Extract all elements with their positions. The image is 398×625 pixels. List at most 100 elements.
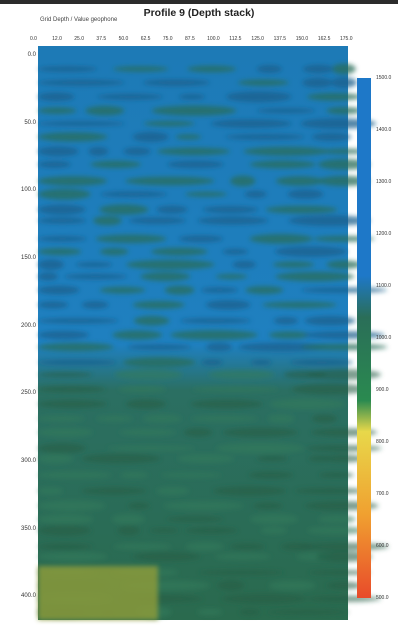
heatmap-band — [185, 191, 228, 197]
heatmap-band — [37, 552, 108, 562]
heatmap-band — [304, 316, 356, 326]
heatmap-band — [38, 428, 94, 437]
heatmap-band — [38, 66, 98, 72]
heatmap-band — [119, 429, 177, 436]
x-tick-label: 100.0 — [207, 36, 220, 42]
heatmap-band — [38, 525, 91, 536]
colorbar — [357, 78, 371, 598]
heatmap-band — [177, 454, 235, 464]
heatmap-band — [323, 454, 365, 463]
chart-title: Profile 9 (Depth stack) — [143, 8, 255, 19]
heatmap-band — [205, 342, 233, 352]
heatmap-band — [210, 119, 292, 128]
heatmap-band — [192, 386, 279, 392]
heatmap-band — [225, 133, 305, 140]
colorbar-tick-label: 500.0 — [376, 595, 389, 601]
heatmap-band — [232, 260, 257, 269]
heatmap-band — [37, 385, 106, 393]
heatmap-band — [38, 121, 125, 127]
heatmap-band — [217, 580, 245, 591]
heatmap-band — [272, 261, 315, 268]
heatmap-band — [303, 331, 385, 339]
heatmap-band — [302, 77, 333, 88]
heatmap-band — [306, 526, 365, 535]
heatmap-band — [166, 516, 224, 522]
heatmap-band — [112, 330, 163, 340]
heatmap-band — [113, 543, 172, 550]
heatmap-band — [256, 455, 288, 462]
heatmap-band — [97, 93, 163, 100]
heatmap-band — [260, 527, 288, 534]
heatmap-band — [215, 442, 305, 454]
heatmap-band — [237, 79, 289, 86]
heatmap-band — [244, 190, 267, 198]
heatmap-band — [205, 300, 251, 310]
y-tick-label: 300.0 — [20, 458, 36, 465]
heatmap-band — [239, 608, 261, 616]
heatmap-band — [198, 569, 285, 576]
x-tick-label: 175.0 — [340, 36, 353, 42]
heatmap-band — [179, 317, 251, 324]
heatmap-band — [326, 106, 362, 115]
heatmap-band — [81, 487, 147, 495]
heatmap-band — [222, 427, 298, 438]
heatmap-band — [262, 301, 337, 309]
heatmap-band — [38, 330, 90, 340]
heatmap-band — [38, 399, 108, 409]
heatmap-band — [190, 399, 263, 409]
colorbar-tick-label: 900.0 — [376, 387, 389, 393]
heatmap-band — [256, 108, 316, 114]
heatmap-band — [230, 543, 266, 550]
heatmap-band — [311, 132, 352, 141]
x-tick-label: 125.0 — [251, 36, 264, 42]
heatmap-band — [38, 248, 82, 256]
heatmap-band — [307, 93, 362, 101]
x-tick-label: 137.5 — [273, 36, 287, 42]
heatmap-band — [250, 514, 299, 525]
heatmap-band — [111, 514, 145, 525]
colorbar-tick-label: 1100.0 — [376, 283, 391, 289]
heatmap-band — [248, 471, 294, 479]
colorbar-tick-label: 1200.0 — [376, 231, 392, 237]
heatmap-band — [75, 261, 113, 268]
heatmap-band — [38, 188, 91, 200]
heatmap-band — [308, 455, 329, 462]
heatmap-band — [275, 176, 324, 186]
colorbar-tick-label: 800.0 — [376, 439, 389, 445]
heatmap-band — [117, 525, 140, 536]
heatmap-band — [184, 527, 238, 534]
heatmap-band — [274, 246, 348, 257]
heatmap-band — [197, 216, 269, 225]
heatmap-band — [156, 486, 190, 495]
heatmap-band — [178, 235, 224, 243]
x-tick-label: 112.5 — [229, 36, 242, 42]
heatmap-band — [300, 343, 388, 351]
heatmap-band — [208, 369, 275, 380]
y-tick-label: 50.0 — [24, 119, 36, 126]
heatmap-band — [252, 502, 283, 510]
heatmap-band — [187, 65, 237, 73]
heatmap-band — [265, 205, 338, 214]
heatmap-band — [190, 415, 259, 422]
heatmap-band — [118, 385, 166, 393]
heatmap-band — [156, 205, 188, 214]
heatmap-band — [280, 542, 314, 551]
heatmap-band — [178, 94, 206, 100]
heatmap-band — [326, 581, 362, 590]
heatmap-band — [163, 501, 244, 511]
heatmap-band — [90, 160, 142, 169]
heatmap-band — [132, 131, 169, 142]
heatmap-band — [38, 259, 65, 270]
heatmap-band — [332, 63, 356, 75]
x-tick-label: 25.0 — [74, 36, 85, 42]
x-tick-label: 12.0 — [52, 36, 62, 42]
heatmap-band — [38, 285, 80, 295]
heatmap-band — [302, 64, 334, 74]
heatmap-band — [294, 487, 366, 495]
heatmap-band — [95, 415, 133, 422]
heatmap-band — [38, 160, 72, 168]
heatmap-band — [268, 580, 316, 591]
heatmap-band — [256, 64, 283, 73]
colorbar-tick-label: 1300.0 — [376, 179, 392, 185]
heatmap-band — [100, 191, 168, 198]
